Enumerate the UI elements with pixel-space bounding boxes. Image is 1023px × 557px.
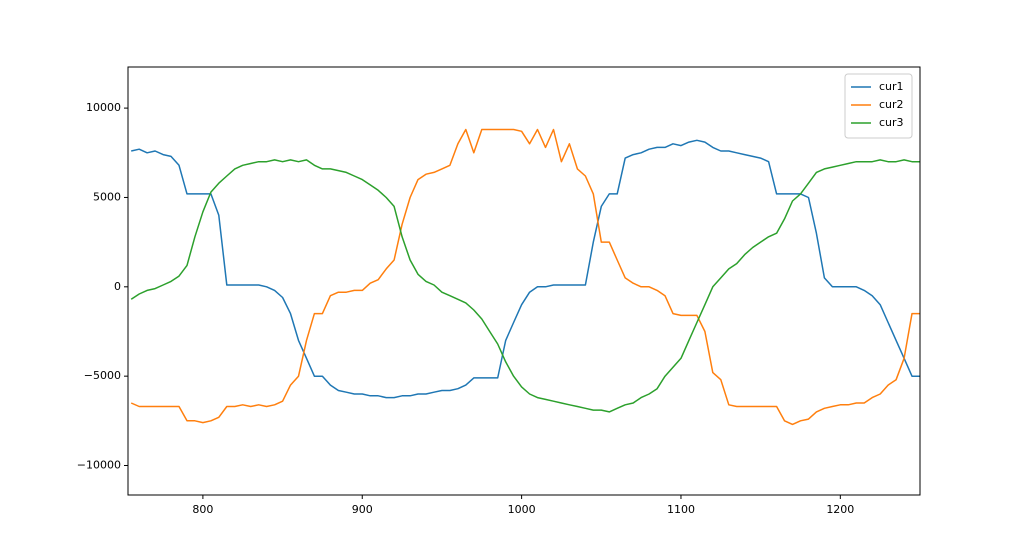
y-tick-label: −10000 <box>77 459 121 472</box>
series-line <box>130 128 920 426</box>
legend-label: cur1 <box>879 80 904 93</box>
legend-box <box>844 73 913 139</box>
y-tick-label: −5000 <box>84 369 121 382</box>
y-tick-label: 10000 <box>86 101 121 114</box>
plot-area <box>130 128 920 426</box>
series-line <box>131 139 920 399</box>
series-line <box>130 159 920 413</box>
legend-label: cur2 <box>879 98 904 111</box>
x-tick-label: 1200 <box>826 503 854 516</box>
y-tick-label: 0 <box>114 280 121 293</box>
x-tick-label: 800 <box>192 503 213 516</box>
x-tick-label: 900 <box>352 503 373 516</box>
x-tick-label: 1000 <box>508 503 536 516</box>
x-tick-label: 1100 <box>667 503 695 516</box>
axes-frame <box>127 66 921 496</box>
legend-label: cur3 <box>879 116 904 129</box>
y-tick-label: 5000 <box>93 190 121 203</box>
